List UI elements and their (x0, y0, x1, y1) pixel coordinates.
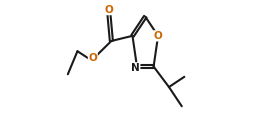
Text: N: N (131, 63, 140, 73)
Text: O: O (88, 53, 97, 63)
Text: O: O (104, 5, 113, 15)
Text: O: O (154, 31, 163, 41)
